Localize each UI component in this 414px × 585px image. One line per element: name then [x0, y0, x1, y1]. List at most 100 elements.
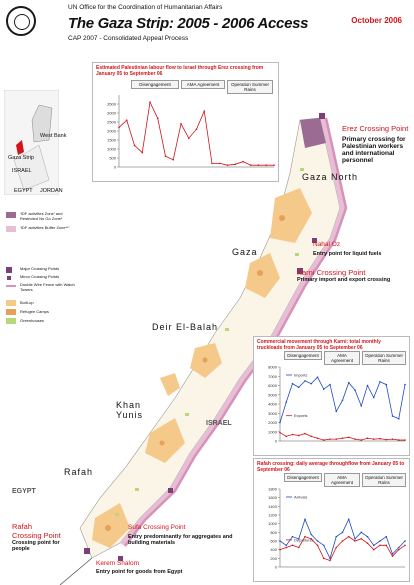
data-point: [397, 548, 400, 551]
legend-swatch-buffer: [6, 226, 16, 232]
data-point: [379, 540, 381, 542]
series-label-0: Imports: [294, 373, 307, 378]
data-point: [335, 535, 338, 538]
data-point: [310, 435, 313, 438]
crossing-markers: [84, 113, 325, 561]
data-point: [372, 548, 375, 551]
inset-label-gaza: Gaza Strip: [8, 155, 34, 161]
inset-label-israel: ISRAEL: [12, 168, 32, 174]
y-tick-label: 1200: [268, 513, 278, 518]
kerem-shalom-title: Kerem Shalom: [96, 560, 139, 567]
label-rafah-region: Rafah: [64, 467, 94, 477]
legend-swatch-refugee: [6, 309, 16, 315]
data-point: [257, 164, 260, 166]
data-point: [397, 418, 400, 420]
label-khan-yunis: Khan Yunis: [116, 400, 144, 420]
data-point: [195, 128, 198, 130]
legend-swatch-zone: [6, 212, 16, 218]
data-point: [285, 435, 288, 438]
data-point: [341, 531, 344, 534]
legend-label-builtup: Built-up: [20, 300, 34, 305]
erez-chart-panel: Estimated Palestinian labour flow to Isr…: [92, 62, 279, 182]
rafah-phase-summer-rains: Operation Summer Rains: [362, 473, 406, 487]
legend-swatch-major-crossing: [6, 267, 12, 273]
erez-crossing-title: Erez Crossing Point: [342, 124, 409, 133]
erez-chart-title: Estimated Palestinian labour flow to Isr…: [96, 65, 264, 77]
y-tick-label: 1400: [268, 504, 278, 509]
data-point: [329, 438, 331, 440]
sufa-crossing-icon: [168, 488, 173, 493]
y-tick-label: 1600: [268, 495, 278, 500]
data-point: [316, 437, 319, 440]
data-point: [285, 546, 288, 549]
data-point: [360, 405, 363, 407]
label-gaza: Gaza: [232, 247, 258, 257]
karni-phase-summer-rains: Operation Summer Rains: [362, 351, 406, 365]
karni-chart-panel: Commercial movement through Karni: total…: [253, 336, 410, 456]
karni-chart-title: Commercial movement through Karni: total…: [257, 339, 381, 351]
y-tick-label: 8000: [268, 365, 278, 370]
y-tick-label: 0: [275, 439, 278, 444]
data-point: [322, 557, 325, 560]
y-tick-label: 2000: [268, 420, 278, 425]
egypt-border: [59, 557, 93, 585]
data-point: [372, 438, 375, 440]
karni-phase-disengagement: Disengagement: [284, 351, 322, 360]
data-point: [322, 544, 325, 547]
karni-phase-ama: AMA Agreement: [324, 351, 360, 365]
data-point: [404, 544, 406, 547]
data-point: [297, 434, 300, 437]
data-point: [341, 437, 344, 440]
y-tick-label: 800: [270, 530, 277, 535]
data-point: [249, 164, 252, 166]
karni-chart-svg: 0 1000 2000 3000 4000 5000 6000 7000 8000 Imports…: [268, 365, 406, 444]
data-point: [354, 540, 356, 542]
data-point: [273, 164, 275, 166]
label-israel: ISRAEL: [206, 420, 232, 427]
data-point: [341, 540, 344, 542]
erez-chart-svg: 0 500 1000 1500 2000 2500 3000 3500: [107, 95, 275, 170]
data-point: [379, 544, 381, 547]
data-point: [279, 548, 281, 551]
data-point: [279, 540, 281, 542]
data-point: [347, 535, 350, 538]
data-point: [347, 436, 350, 439]
nahal-oz-desc: Entry point for liquid fuels: [313, 251, 382, 257]
data-point: [379, 437, 381, 440]
data-point: [404, 439, 406, 441]
data-point: [265, 164, 268, 166]
data-point: [385, 438, 388, 441]
data-point: [211, 162, 213, 165]
data-point: [366, 384, 369, 387]
data-point: [372, 396, 375, 399]
erez-phase-ama: AMA Agreement: [181, 80, 225, 89]
data-point: [366, 437, 369, 440]
data-point: [354, 538, 356, 540]
data-point: [316, 544, 319, 547]
data-point: [397, 439, 400, 441]
nahal-oz-crossing-icon: [312, 238, 317, 243]
data-point: [404, 383, 406, 386]
legend-swatch-builtup: [6, 300, 16, 306]
data-point: [291, 544, 294, 547]
y-tick-label: 1800: [268, 487, 278, 492]
y-tick-label: 400: [270, 547, 277, 552]
inset-label-jordan: JORDAN: [40, 188, 63, 194]
sufa-crossing-desc: Entry predominantly for aggregates and b…: [128, 534, 233, 546]
data-point: [304, 380, 306, 382]
series-label-1: Departures: [294, 537, 314, 542]
data-point: [156, 117, 159, 120]
data-point: [329, 559, 331, 562]
refugee-camps: [105, 215, 285, 531]
page-subtitle: CAP 2007 - Consolidated Appeal Process: [68, 35, 189, 42]
y-tick-label: 5000: [268, 392, 278, 397]
data-point: [133, 144, 136, 147]
y-tick-label: 6000: [268, 383, 278, 388]
data-point: [164, 155, 167, 157]
rafah-phase-ama: AMA Agreement: [324, 473, 360, 487]
data-point: [187, 137, 190, 139]
kerem-shalom-crossing-icon: [118, 556, 123, 561]
data-point: [360, 531, 363, 534]
publication-date: October 2006: [351, 16, 402, 25]
y-tick-label: 3000: [107, 111, 117, 116]
